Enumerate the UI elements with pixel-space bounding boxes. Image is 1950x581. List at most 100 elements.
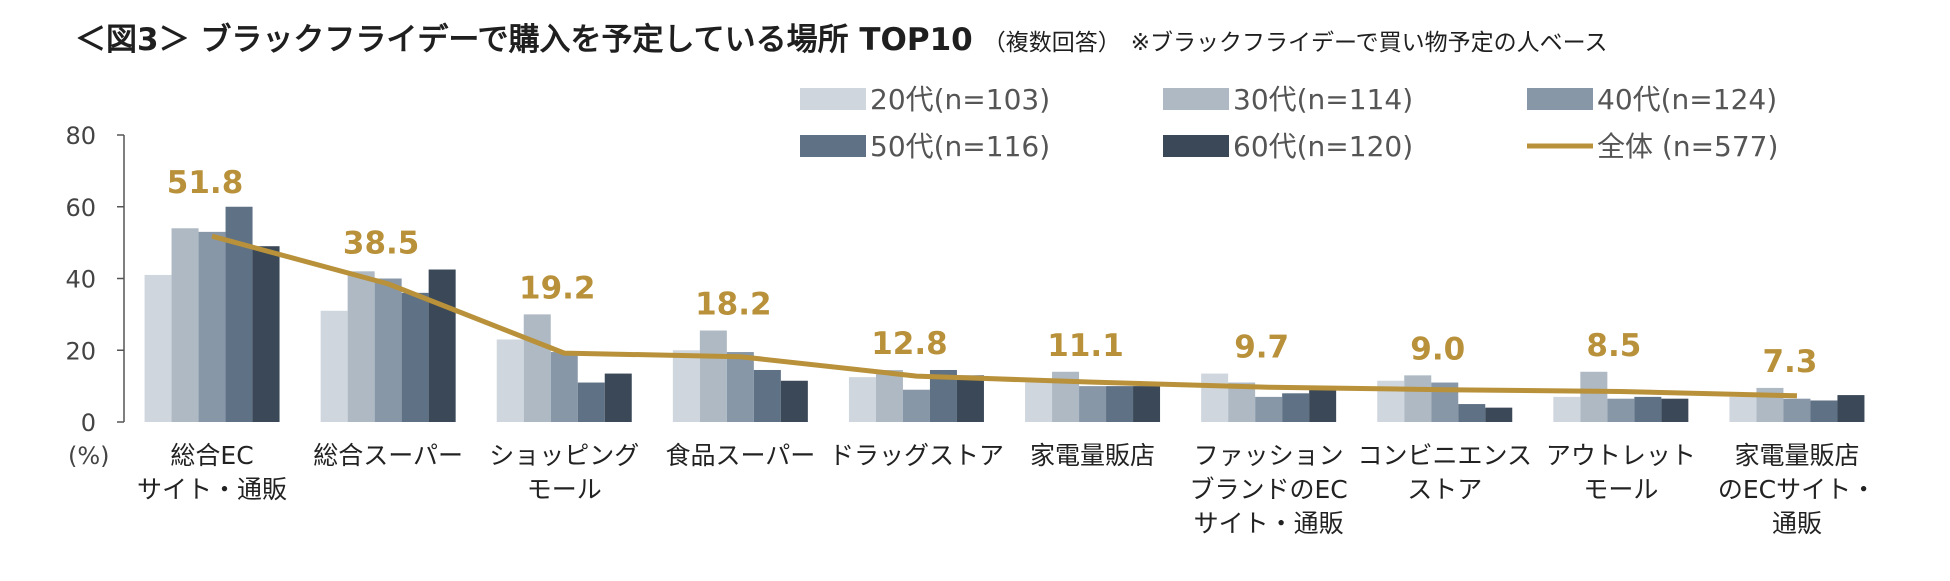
total-data-label: 9.0 [1410,331,1465,367]
y-tick-label: 60 [65,194,96,222]
bar [1458,404,1486,422]
category-label: モール [527,475,602,504]
category-label: アウトレット [1546,441,1696,470]
bar [320,310,348,422]
legend-label: 60代(n=120) [1233,130,1413,163]
bar [1309,389,1337,422]
y-axis-unit-label: (%) [68,442,110,470]
legend-swatch [1163,88,1229,110]
bar [1282,393,1310,422]
legend-swatch [800,135,866,157]
legend-label: 40代(n=124) [1597,83,1777,116]
bar [347,271,375,422]
bar [374,278,402,422]
chart-title-row: ＜図3＞ ブラックフライデーで購入を予定している場所 TOP10 （複数回答） ※ブ… [75,14,1607,59]
bar [956,375,984,422]
legend-label: 30代(n=114) [1233,83,1413,116]
bar [780,380,808,422]
bar [1404,375,1432,422]
bar [401,292,429,422]
bar [171,228,199,422]
bar [496,339,524,422]
bar [902,389,930,422]
total-data-label: 11.1 [1047,328,1124,364]
bar [1133,386,1161,422]
total-line [211,233,1798,399]
total-line-group [211,233,1798,399]
bar [726,352,754,422]
total-data-label: 38.5 [343,226,420,262]
total-data-label: 7.3 [1762,344,1817,380]
bar [753,369,781,422]
legend-swatch [1527,88,1593,110]
bar [1607,398,1635,422]
bar [577,382,605,422]
chart-note: ※ブラックフライデーで買い物予定の人ベース [1130,30,1608,56]
bar [699,330,727,422]
category-label: 総合スーパー [313,441,463,470]
data-labels-group: 51.8 38.5 19.2 18.2 12.8 11.1 9.7 9.0 8.5 7.3 [167,165,1818,380]
chart-subtitle: （複数回答） [982,30,1121,56]
category-label: ブランドのEC [1190,475,1348,504]
category-label: サイト・通販 [1194,509,1344,538]
bars-group [144,206,1865,422]
bar [523,314,551,422]
bar [1634,396,1662,422]
bar [1106,386,1134,422]
bar [604,373,632,422]
bar [1201,373,1229,422]
total-data-label: 18.2 [695,287,772,323]
y-tick-label: 0 [81,409,96,437]
category-label: のECサイト・ [1718,475,1876,504]
bar [672,350,700,422]
legend-swatch [800,88,866,110]
bar [428,269,456,422]
category-label: 家電量販店 [1734,441,1859,470]
legend-label: 全体 (n=577) [1597,130,1778,163]
bar [550,352,578,422]
total-data-label: 51.8 [167,165,244,201]
bar [875,369,903,422]
bar [1580,371,1608,422]
total-data-label: 9.7 [1234,330,1289,366]
legend-label: 50代(n=116) [870,130,1050,163]
bar [1485,407,1513,422]
category-label: コンビニエンス [1357,441,1532,470]
total-data-label: 12.8 [871,326,948,362]
axis-group: 0 20 40 60 80 (%) [65,122,125,470]
category-label: モール [1583,475,1658,504]
bar [1661,398,1689,422]
bar [1783,398,1811,422]
bar [1079,386,1107,422]
category-label: サイト・通販 [137,475,287,504]
category-label: 総合EC [170,441,253,470]
bar [848,377,876,422]
category-label: ショッピング [489,441,639,470]
bar [1729,396,1757,422]
category-label: 家電量販店 [1030,441,1155,470]
bar [1553,396,1581,422]
bar [1255,396,1283,422]
bar [144,274,172,422]
category-label: ストア [1407,475,1482,504]
bar [198,231,226,422]
legend-label: 20代(n=103) [870,83,1050,116]
legend-group: 20代(n=103) 30代(n=114) 40代(n=124) 50代(n=116)… [800,83,1778,163]
legend-swatch [1163,135,1229,157]
y-tick-label: 20 [65,337,96,365]
category-label: ファッション [1194,441,1344,470]
chart-title: ＜図3＞ ブラックフライデーで購入を予定している場所 TOP10 [75,22,973,58]
total-data-label: 8.5 [1586,328,1641,364]
bar [1025,382,1053,422]
y-tick-label: 80 [65,122,96,150]
bar [252,246,280,422]
bar [1810,400,1838,422]
y-tick-label: 40 [65,266,96,294]
bar [1837,395,1865,422]
category-label: ドラッグストア [829,441,1004,470]
category-label: 通販 [1772,509,1822,538]
total-data-label: 19.2 [519,270,596,306]
category-label: 食品スーパー [665,441,815,470]
